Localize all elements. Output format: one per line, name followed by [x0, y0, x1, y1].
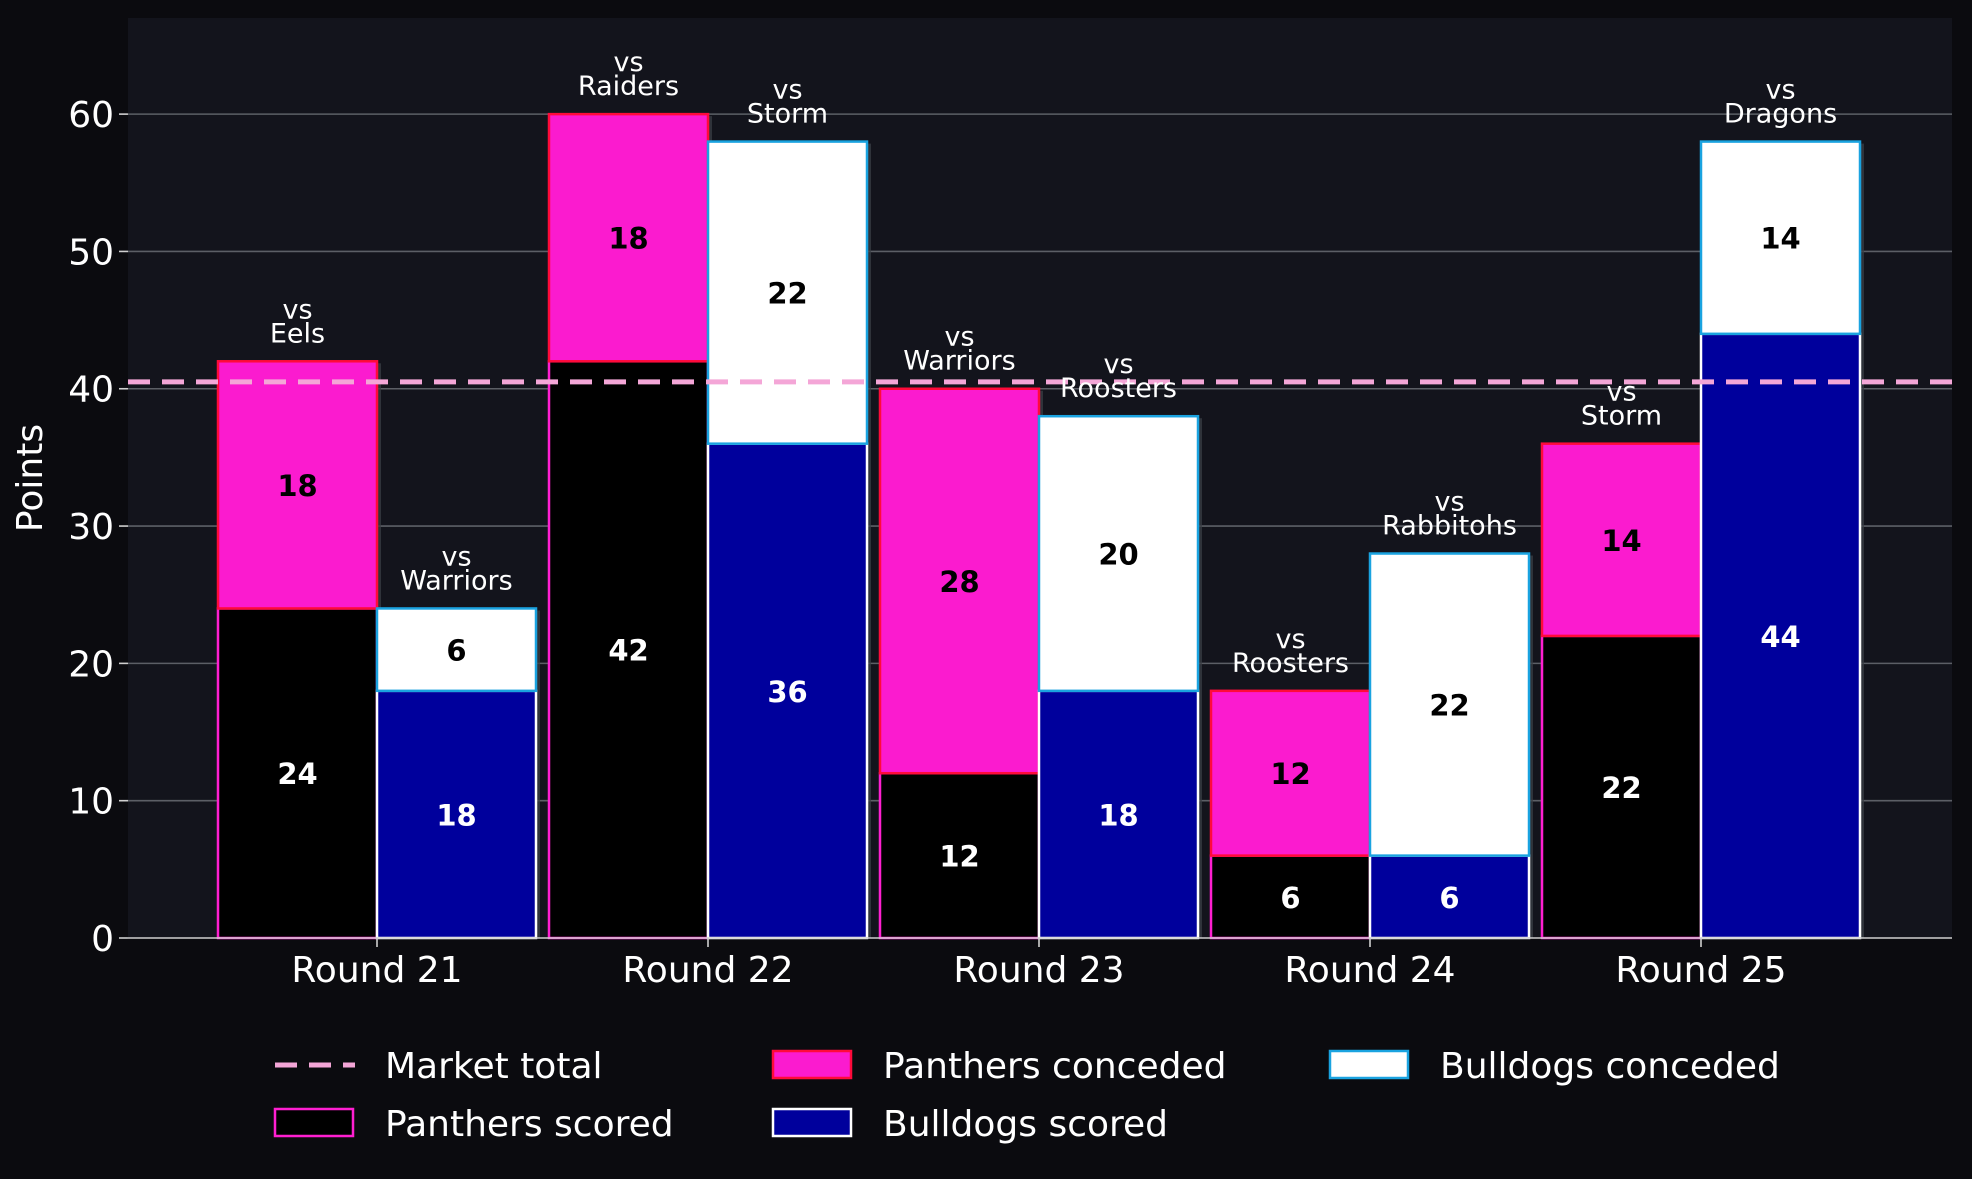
legend-label-market-total: Market total — [385, 1046, 603, 1087]
legend-swatch-bulldogs-scored — [771, 1107, 853, 1138]
x-tick-label-round-25: Round 25 — [1615, 950, 1786, 991]
legend-label-panthers-conceded: Panthers conceded — [883, 1046, 1226, 1087]
legend-label-bulldogs-scored: Bulldogs scored — [883, 1104, 1168, 1145]
vs-prefix-panthers-21: vs — [282, 294, 312, 325]
bar-bulldogs-scored-24 — [1368, 854, 1531, 940]
data-label-bulldogs-conceded-24: 22 — [1429, 689, 1469, 723]
bar-panthers-scored-25 — [1540, 634, 1703, 940]
vs-prefix-bulldogs-23: vs — [1103, 349, 1133, 380]
data-label-panthers-scored-23: 12 — [939, 840, 979, 874]
vs-prefix-panthers-25: vs — [1606, 377, 1636, 408]
legend-swatch-bulldogs-conceded — [1328, 1049, 1410, 1080]
bar-bulldogs-conceded-25 — [1699, 140, 1862, 336]
axes: 0 10 20 30 40 50 60 Round 21 Round 22 Round 23 Rou… — [68, 95, 1952, 991]
legend-swatch-panthers-scored — [273, 1107, 355, 1138]
y-tick-label-50: 50 — [68, 232, 114, 273]
data-label-bulldogs-conceded-25: 14 — [1760, 222, 1800, 256]
opponent-label-bulldogs-21: Warriors — [400, 565, 512, 596]
data-label-panthers-conceded-23: 28 — [939, 565, 979, 599]
bar-panthers-scored-23 — [878, 771, 1041, 940]
y-axis-label: Points — [10, 424, 51, 532]
bar-panthers-conceded-21 — [216, 360, 379, 610]
y-tick-label-30: 30 — [68, 507, 114, 548]
legend-label-panthers-scored: Panthers scored — [385, 1104, 674, 1145]
y-tick-label-40: 40 — [68, 370, 114, 411]
y-tick-label-10: 10 — [68, 782, 114, 823]
data-label-bulldogs-scored-23: 18 — [1098, 798, 1138, 832]
vs-prefix-bulldogs-21: vs — [441, 541, 471, 572]
bar-bulldogs-conceded-23 — [1037, 414, 1200, 693]
data-label-panthers-conceded-21: 18 — [277, 469, 317, 503]
data-label-bulldogs-conceded-23: 20 — [1098, 538, 1138, 572]
data-label-bulldogs-scored-25: 44 — [1760, 620, 1800, 654]
bar-bulldogs-conceded-21 — [375, 607, 538, 693]
x-tick-label-round-22: Round 22 — [622, 950, 793, 991]
bar-panthers-scored-22 — [547, 360, 710, 940]
opponent-label-bulldogs-23: Roosters — [1060, 373, 1177, 404]
opponent-label-panthers-25: Storm — [1581, 401, 1662, 432]
data-label-panthers-scored-24: 6 — [1280, 881, 1300, 915]
data-label-bulldogs-scored-22: 36 — [767, 675, 807, 709]
legend: Market total Panthers scored Panthers conc… — [273, 1046, 1780, 1145]
x-tick-label-round-21: Round 21 — [291, 950, 462, 991]
bar-panthers-scored-21 — [216, 607, 379, 940]
bar-panthers-conceded-23 — [878, 387, 1041, 775]
opponent-label-panthers-24: Roosters — [1232, 648, 1349, 679]
opponent-label-bulldogs-22: Storm — [747, 99, 828, 130]
data-label-panthers-scored-22: 42 — [608, 634, 648, 668]
vs-prefix-panthers-23: vs — [944, 322, 974, 353]
y-tick-label-20: 20 — [68, 644, 114, 685]
vs-prefix-bulldogs-25: vs — [1765, 75, 1795, 106]
data-label-panthers-conceded-22: 18 — [608, 222, 648, 256]
data-label-bulldogs-scored-21: 18 — [436, 798, 476, 832]
x-tick-label-round-23: Round 23 — [953, 950, 1124, 991]
opponent-label-bulldogs-24: Rabbitohs — [1382, 511, 1517, 542]
vs-prefix-bulldogs-22: vs — [772, 75, 802, 106]
bar-panthers-conceded-22 — [547, 112, 710, 363]
y-tick-label-0: 0 — [91, 919, 114, 960]
bars: 24 18 18 6 42 18 36 22 12 28 18 20 6 12 6 22 22 14 44 14 — [216, 112, 1864, 940]
data-label-panthers-conceded-24: 12 — [1270, 757, 1310, 791]
data-label-bulldogs-conceded-21: 6 — [446, 634, 466, 668]
data-label-bulldogs-conceded-22: 22 — [767, 277, 807, 311]
data-label-panthers-scored-25: 22 — [1601, 771, 1641, 805]
bar-panthers-conceded-25 — [1540, 442, 1703, 638]
opponent-label-panthers-23: Warriors — [903, 346, 1015, 377]
y-tick-label-60: 60 — [68, 95, 114, 136]
bar-bulldogs-conceded-24 — [1368, 552, 1531, 857]
bar-bulldogs-conceded-22 — [706, 140, 869, 445]
data-label-panthers-scored-21: 24 — [277, 757, 317, 791]
bar-bulldogs-scored-23 — [1037, 689, 1200, 940]
vs-prefix-panthers-22: vs — [613, 47, 643, 78]
vs-prefix-panthers-24: vs — [1275, 624, 1305, 655]
opponent-label-bulldogs-25: Dragons — [1724, 99, 1837, 130]
opponent-label-panthers-22: Raiders — [578, 71, 679, 102]
vs-prefix-bulldogs-24: vs — [1434, 487, 1464, 518]
legend-swatch-panthers-conceded — [771, 1049, 853, 1080]
bar-bulldogs-scored-22 — [706, 442, 869, 940]
opponent-label-panthers-21: Eels — [270, 318, 325, 349]
data-label-panthers-conceded-25: 14 — [1601, 524, 1641, 558]
bar-panthers-conceded-24 — [1209, 689, 1372, 857]
legend-label-bulldogs-conceded: Bulldogs conceded — [1440, 1046, 1780, 1087]
x-tick-label-round-24: Round 24 — [1284, 950, 1455, 991]
data-label-bulldogs-scored-24: 6 — [1439, 881, 1459, 915]
